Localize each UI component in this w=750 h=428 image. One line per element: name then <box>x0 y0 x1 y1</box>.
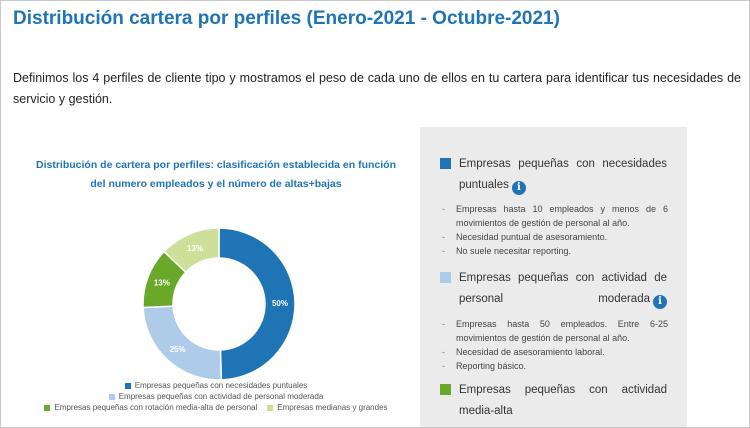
donut-slice[interactable] <box>142 305 223 381</box>
slice-data-label: 13% <box>187 244 203 253</box>
chart-title: Distribución de cartera por perfiles: cl… <box>35 159 397 190</box>
profile-title: Empresas pequeñas con necesidades puntua… <box>459 154 667 196</box>
legend-label: Empresas pequeñas con necesidades puntua… <box>134 381 308 390</box>
list-item: Empresas hasta 10 empleados y menos de 6… <box>442 202 668 230</box>
legend-label: Empresas pequeñas con rotación media-alt… <box>54 403 258 412</box>
legend-item[interactable]: Empresas medianas y grandes <box>267 403 388 412</box>
profile-bullets-2: Empresas hasta 50 empleados. Entre 6-25 … <box>442 317 668 373</box>
profile-header-3: Empresas pequeñas con actividad media-al… <box>440 380 667 427</box>
legend-label: Empresas pequeñas con actividad de perso… <box>118 392 324 401</box>
donut-chart: 50% 25% 13% 13% <box>142 227 296 381</box>
profile-swatch <box>440 158 451 169</box>
slice-data-label: 13% <box>154 279 170 288</box>
legend-row: Empresas pequeñas con necesidades puntua… <box>21 380 411 391</box>
profile-swatch <box>440 384 451 395</box>
profile-title-text: Empresas pequeñas con necesidades puntua… <box>459 158 667 191</box>
donut-slice[interactable] <box>162 227 220 274</box>
list-item: No suele necesitar reporting. <box>442 244 668 258</box>
profile-title-text: Empresas pequeñas con actividad media-al… <box>459 384 667 417</box>
list-item: Necesidad puntual de asesoramiento. <box>442 230 668 244</box>
info-icon[interactable]: i <box>653 294 667 309</box>
legend-row: Empresas pequeñas con rotación media-alt… <box>21 402 411 413</box>
legend-label: Empresas medianas y grandes <box>277 403 388 412</box>
legend-row: Empresas pequeñas con actividad de perso… <box>21 391 411 402</box>
legend-item[interactable]: Empresas pequeñas con rotación media-alt… <box>44 403 257 412</box>
slice-data-label: 50% <box>272 299 288 308</box>
profile-swatch <box>440 272 451 283</box>
profile-header-2: Empresas pequeñas con actividad de perso… <box>440 268 667 310</box>
list-item: Reporting básico. <box>442 359 668 373</box>
list-item: Empresas hasta 50 empleados. Entre 6-25 … <box>442 317 668 345</box>
info-icon[interactable]: i <box>511 180 526 195</box>
profile-title: Empresas pequeñas con actividad de perso… <box>459 268 667 310</box>
legend-swatch <box>124 382 131 389</box>
slice-data-label: 25% <box>170 345 186 354</box>
list-item: Necesidad de asesoramiento laboral. <box>442 345 668 359</box>
legend-item[interactable]: Empresas pequeñas con actividad de perso… <box>108 392 324 401</box>
profile-header-1: Empresas pequeñas con necesidades puntua… <box>440 154 667 196</box>
legend-swatch <box>44 404 51 411</box>
profiles-panel: Empresas pequeñas con necesidades puntua… <box>420 127 687 427</box>
profile-title-text: Empresas pequeñas con actividad de perso… <box>459 272 667 305</box>
chart-legend: Empresas pequeñas con necesidades puntua… <box>21 380 411 413</box>
profile-title: Empresas pequeñas con actividad media-al… <box>459 380 667 427</box>
legend-swatch <box>267 404 274 411</box>
page-title: Distribución cartera por perfiles (Enero… <box>13 8 560 29</box>
legend-item[interactable]: Empresas pequeñas con necesidades puntua… <box>124 381 308 390</box>
intro-text: Definimos los 4 perfiles de cliente tipo… <box>13 71 741 106</box>
donut-slice[interactable] <box>218 227 296 381</box>
legend-swatch <box>108 393 115 400</box>
profile-bullets-1: Empresas hasta 10 empleados y menos de 6… <box>442 202 668 258</box>
